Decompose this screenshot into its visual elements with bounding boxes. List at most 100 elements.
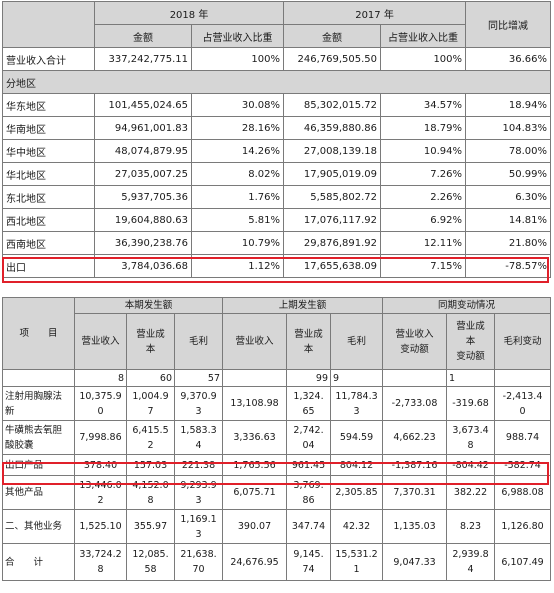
row-label: 东北地区	[2, 185, 95, 209]
product-label: 合 计	[2, 543, 75, 581]
product-ch-gross: 1,126.80	[494, 509, 552, 544]
export-row-highlight	[2, 257, 549, 283]
amount-2018: 94,961,001.83	[94, 116, 192, 140]
ratio-2017: 34.57%	[380, 93, 467, 117]
product-p-rev: 390.07	[222, 509, 288, 544]
current-cost-header: 营业成 本	[126, 313, 175, 370]
ratio-2017: 7.26%	[380, 162, 467, 186]
region-row: 华东地区 101,455,024.65 30.08% 85,302,015.72 34.…	[2, 93, 552, 117]
product-p-gross: 2,305.85	[330, 475, 384, 510]
export-product-row-highlight	[2, 462, 549, 485]
product-label: 其他产品	[2, 475, 75, 510]
current-revenue-header: 营业收入	[74, 313, 127, 370]
product-c-gross: 1,583.3 4	[173, 420, 224, 455]
region-row: 西南地区 36,390,238.76 10.79% 29,876,891.92 12.1…	[2, 231, 552, 255]
yoy-change: 18.94%	[465, 93, 552, 117]
ratio-2018: 5.81%	[190, 208, 285, 232]
yoy-change: 6.30%	[465, 185, 552, 209]
product-c-cost: 4,152.0 8	[126, 475, 175, 510]
count-p-cost: 99	[286, 369, 332, 387]
product-p-rev: 6,075.71	[222, 475, 288, 510]
ratio-2018: 100%	[190, 47, 285, 71]
amount-2018: 27,035,007.25	[94, 162, 192, 186]
product-row: 二、其他业务 1,525.10 355.97 1,169.1 3 390.07 347.7…	[2, 509, 552, 544]
ratio-2017: 18.79%	[380, 116, 467, 140]
product-p-cost: 1,324. 65	[286, 386, 332, 421]
previous-period-header: 上期发生额	[222, 297, 384, 314]
amount-2017-header: 金额	[283, 24, 382, 48]
previous-gross-header: 毛利	[330, 313, 384, 370]
product-label: 注射用胸腺法 新	[2, 386, 75, 421]
product-ch-cost: 3,673.4 8	[446, 420, 496, 455]
region-row: 东北地区 5,937,705.36 1.76% 5,585,802.72 2.26% 6.…	[2, 185, 552, 209]
yoy-change: 78.00%	[465, 139, 552, 163]
ratio-2018: 10.79%	[190, 231, 285, 255]
product-p-cost: 347.74	[286, 509, 332, 544]
product-label: 牛磺熊去氧胆 酸胶囊	[2, 420, 75, 455]
product-p-rev: 13,108.98	[222, 386, 288, 421]
product-c-cost: 12,085. 58	[126, 543, 175, 581]
product-row: 其他产品 13,446.0 2 4,152.0 8 9,293.9 3 6,075.71…	[2, 475, 552, 510]
current-period-header: 本期发生额	[73, 297, 224, 314]
count-ch-rev	[382, 369, 448, 387]
product-p-gross: 11,784.3 3	[330, 386, 384, 421]
ratio-2017: 6.92%	[380, 208, 467, 232]
product-c-gross: 21,638. 70	[173, 543, 224, 581]
yoy-change: 21.80%	[465, 231, 552, 255]
product-ch-gross: -2,413.4 0	[494, 386, 552, 421]
product-ch-gross: 988.74	[494, 420, 552, 455]
product-ch-rev: -2,733.08	[382, 386, 448, 421]
product-ch-cost: 2,939.8 4	[446, 543, 496, 581]
region-row: 华中地区 48,074,879.95 14.26% 27,008,139.18 10.9…	[2, 139, 552, 163]
year-2017-header: 2017 年	[283, 1, 467, 25]
amount-2017: 29,876,891.92	[283, 231, 382, 255]
product-ch-gross: 6,988.08	[494, 475, 552, 510]
amount-2018-header: 金额	[94, 24, 192, 48]
amount-2018: 36,390,238.76	[94, 231, 192, 255]
row-label: 华中地区	[2, 139, 95, 163]
product-c-rev: 10,375.9 0	[74, 386, 127, 421]
count-c-cost: 60	[126, 369, 175, 387]
total-revenue-row: 营业收入合计 337,242,775.11 100% 246,769,505.5…	[2, 47, 552, 71]
cost-change-header: 营业成 本 变动额	[446, 313, 496, 370]
count-c-gross: 57	[173, 369, 224, 387]
product-revenue-table: 项 目 本期发生额 上期发生额 同期变动情况 营业收入 营业成 本 毛利 营业收…	[2, 297, 552, 581]
count-p-rev	[222, 369, 288, 387]
current-gross-header: 毛利	[173, 313, 224, 370]
product-p-cost: 9,145. 74	[286, 543, 332, 581]
corner-header	[2, 1, 95, 48]
gross-change-header: 毛利变动	[494, 313, 552, 370]
count-p-gross: 9	[330, 369, 384, 387]
ratio-2018: 14.26%	[190, 139, 285, 163]
ratio-2018: 28.16%	[190, 116, 285, 140]
product-c-cost: 6,415.5 2	[126, 420, 175, 455]
amount-2017: 246,769,505.50	[283, 47, 382, 71]
amount-2017: 85,302,015.72	[283, 93, 382, 117]
product-row: 合 计 33,724.2 8 12,085. 58 21,638. 70 24,676.…	[2, 543, 552, 581]
product-p-cost: 2,742. 04	[286, 420, 332, 455]
ratio-2017: 12.11%	[380, 231, 467, 255]
amount-2018: 48,074,879.95	[94, 139, 192, 163]
product-c-cost: 355.97	[126, 509, 175, 544]
row-label: 华南地区	[2, 116, 95, 140]
product-c-cost: 1,004.9 7	[126, 386, 175, 421]
row-label: 华北地区	[2, 162, 95, 186]
year-2018-header: 2018 年	[93, 1, 285, 25]
product-p-rev: 3,336.63	[222, 420, 288, 455]
yoy-change: 50.99%	[465, 162, 552, 186]
product-c-gross: 1,169.1 3	[173, 509, 224, 544]
product-ch-cost: 8.23	[446, 509, 496, 544]
yoy-change: 14.81%	[465, 208, 552, 232]
previous-revenue-header: 营业收入	[222, 313, 288, 370]
region-row: 华北地区 27,035,007.25 8.02% 17,905,019.09 7.26%…	[2, 162, 552, 186]
product-ch-cost: -319.68	[446, 386, 496, 421]
amount-2017: 17,076,117.92	[283, 208, 382, 232]
product-p-gross: 42.32	[330, 509, 384, 544]
regional-revenue-table: 2018 年 2017 年 同比增减 金额 占营业收入比重 金额 占营业收入比重…	[1, 1, 552, 278]
product-label: 二、其他业务	[2, 509, 75, 544]
amount-2017: 46,359,880.86	[283, 116, 382, 140]
item-header: 项 目	[2, 297, 75, 370]
count-row: 8 60 57 99 9 1	[2, 369, 552, 387]
product-c-rev: 7,998.86	[74, 420, 127, 455]
product-ch-gross: 6,107.49	[494, 543, 552, 581]
